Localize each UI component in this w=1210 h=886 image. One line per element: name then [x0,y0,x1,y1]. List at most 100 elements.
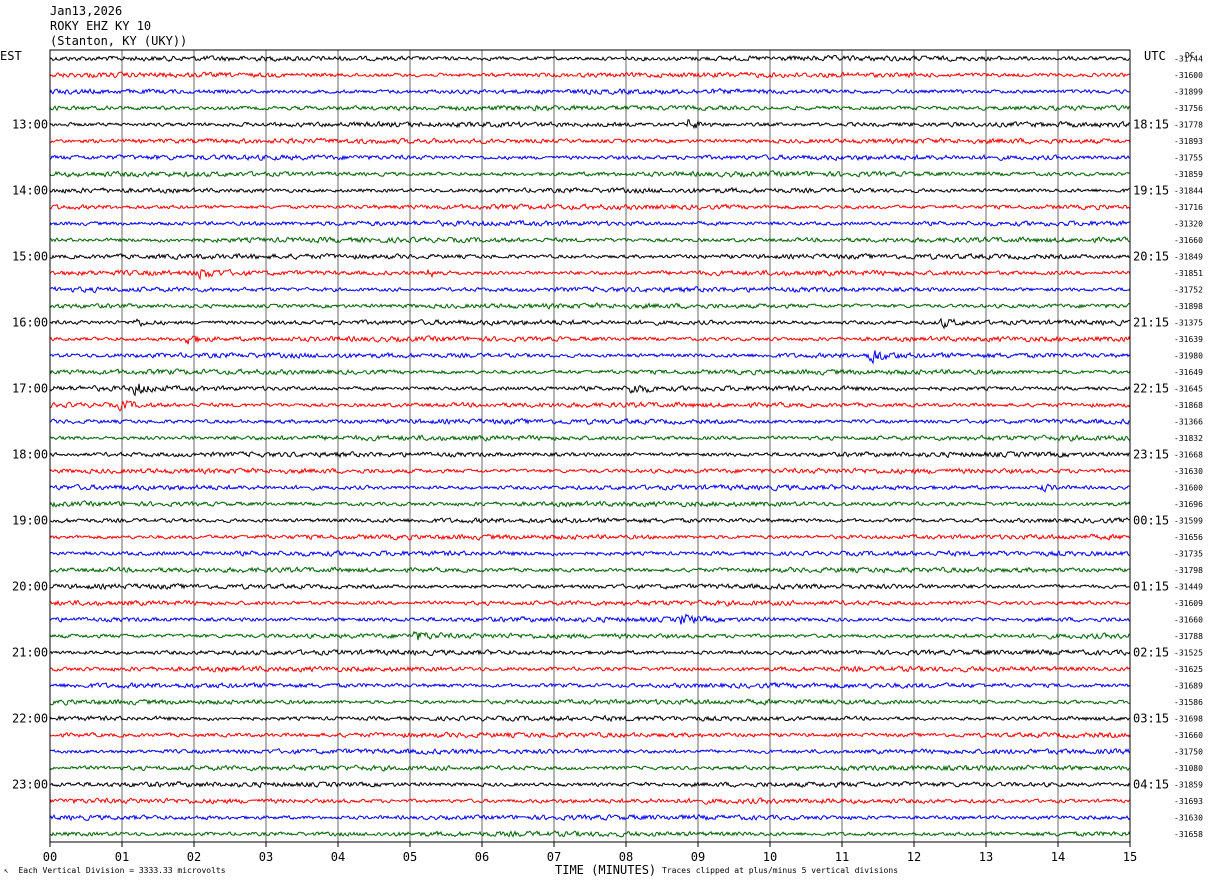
trace-row [49,417,1131,426]
dc-offset-label: -31744 [1174,55,1203,64]
dc-offset-label: -31600 [1174,71,1203,80]
dc-offset-label: -31859 [1174,170,1203,179]
left-timezone-label: EST [0,49,22,63]
dc-offset-label: -31778 [1174,121,1203,130]
trace-row [49,681,1131,690]
trace-row [49,549,1131,558]
dc-offset-label: -31660 [1174,731,1203,740]
station-label: ROKY EHZ KY 10 [50,19,152,33]
trace-row [49,813,1131,822]
dc-offset-label: -31899 [1174,88,1203,97]
dc-offset-label: -31639 [1174,335,1203,344]
dc-offset-label: -31851 [1174,269,1203,278]
x-axis-title: TIME (MINUTES) [555,863,656,877]
x-tick-label: 13 [979,850,993,864]
left-hour-label: 16:00 [12,316,48,330]
dc-offset-label: -31752 [1174,286,1203,295]
trace-row [49,450,1131,459]
dc-offset-label: -31609 [1174,599,1203,608]
x-tick-label: 03 [259,850,273,864]
dc-offset-label: -31649 [1174,368,1203,377]
minute-gridlines [121,50,1059,842]
trace-row [49,500,1131,508]
trace-row [49,285,1131,294]
dc-offset-labels: -31744 -31600 -31899 -31756 -31778 -31893 -317… [1174,55,1203,840]
trace-row [49,516,1131,524]
left-hour-label: 18:00 [12,448,48,462]
x-tick-label: 06 [475,850,489,864]
trace-row [49,434,1131,442]
x-tick-label: 02 [187,850,201,864]
location-label: (Stanton, KY (UKY)) [50,34,188,48]
x-tick-label: 08 [619,850,633,864]
dc-offset-label: -31716 [1174,203,1203,212]
trace-row [49,648,1131,657]
footer-left-text: Each Vertical Division = 3333.33 microvo… [18,866,226,875]
dc-offset-label: -31798 [1174,566,1203,575]
right-hour-label: 23:15 [1133,448,1169,462]
trace-row [49,87,1131,96]
trace-row [49,71,1131,79]
footer-mark: ↖ [4,866,19,875]
dc-offset-label: -31859 [1174,781,1203,790]
trace-row [49,335,1131,345]
trace-row [49,483,1131,493]
right-hour-label: 01:15 [1133,580,1169,594]
left-hour-label: 17:00 [12,382,48,396]
dc-offset-label: -31698 [1174,715,1203,724]
dc-offset-label: -31599 [1174,517,1203,526]
dc-offset-label: -31893 [1174,137,1203,146]
dc-offset-label: -31625 [1174,665,1203,674]
left-hour-label: 13:00 [12,118,48,132]
dc-offset-label: -31630 [1174,467,1203,476]
x-tick-label: 04 [331,850,345,864]
footer-left-note: ↖ Each Vertical Division = 3333.33 micro… [4,866,226,875]
dc-offset-label: -31586 [1174,698,1203,707]
left-hour-labels: 13:00 14:00 15:00 16:00 17:00 18:00 19:00 20:00… [12,118,48,792]
footer-right-note: Traces clipped at plus/minus 5 vertical … [662,866,899,875]
trace-row [49,566,1130,574]
trace-row [50,236,1131,244]
left-hour-label: 15:00 [12,250,48,264]
trace-row [49,467,1131,475]
dc-offset-label: -31693 [1174,797,1203,806]
dc-offset-label: -31832 [1174,434,1203,443]
right-hour-label: 20:15 [1133,250,1169,264]
left-hour-label: 20:00 [12,580,48,594]
dc-offset-label: -31656 [1174,533,1203,542]
trace-row [49,302,1131,310]
dc-offset-label: -31689 [1174,682,1203,691]
x-tick-label: 14 [1051,850,1065,864]
dc-offset-label: -31375 [1174,319,1203,328]
trace-row [49,400,1131,412]
trace-row [49,533,1131,541]
x-axis-ticks: 00 01 02 03 04 05 06 07 08 09 10 11 12 13 14 15 [43,842,1137,864]
trace-row [49,613,1131,625]
dc-offset-label: -31080 [1174,764,1203,773]
right-hour-label: 02:15 [1133,646,1169,660]
plot-frame [49,49,1131,843]
right-hour-label: 18:15 [1133,118,1169,132]
right-hour-label: 19:15 [1133,184,1169,198]
trace-row [49,203,1131,211]
trace-row [49,748,1131,756]
trace-row [49,830,1131,838]
right-hour-label: 00:15 [1133,514,1169,528]
dc-offset-label: -31630 [1174,814,1203,823]
right-hour-label: 03:15 [1133,712,1169,726]
trace-row [49,383,1131,397]
trace-row [49,797,1131,805]
left-hour-label: 23:00 [12,778,48,792]
trace-row [49,780,1131,789]
x-tick-label: 12 [907,850,921,864]
dc-offset-label: -31449 [1174,583,1203,592]
dc-offset-label: -31600 [1174,484,1203,493]
trace-row [49,268,1131,281]
right-hour-label: 22:15 [1133,382,1169,396]
dc-offset-label: -31898 [1174,302,1203,311]
trace-row [49,731,1131,739]
dc-offset-label: -31645 [1174,385,1203,394]
trace-row [49,317,1131,330]
trace-row [49,170,1131,178]
dc-offset-label: -31849 [1174,253,1203,262]
